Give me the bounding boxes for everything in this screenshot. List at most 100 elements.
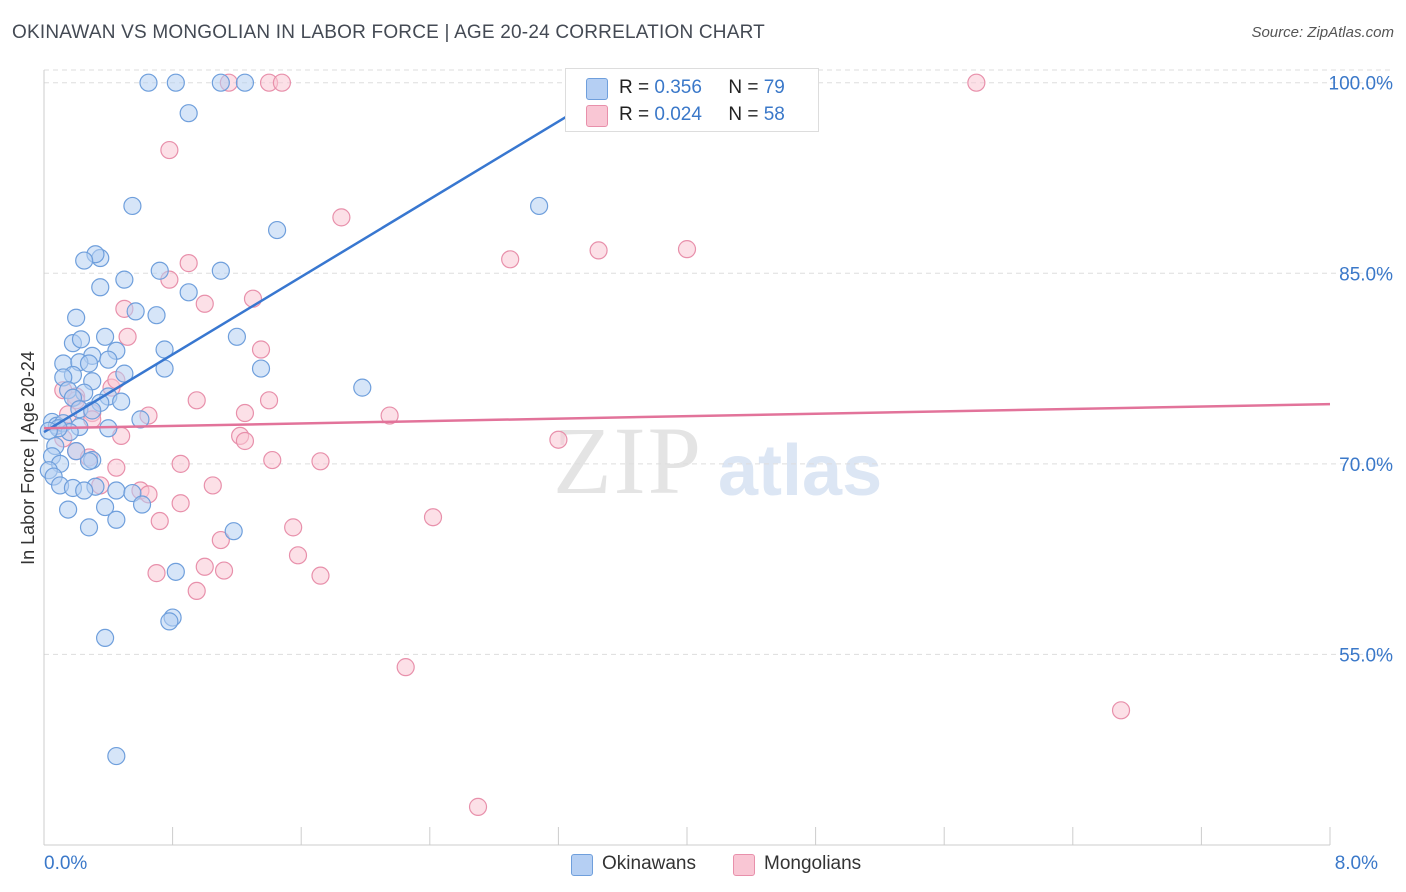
mongolians-point: [150, 511, 169, 531]
legend-n-label: N =: [728, 77, 759, 98]
okinawans-point: [115, 270, 134, 289]
okinawans-point: [227, 327, 246, 346]
okinawans-point: [99, 350, 118, 369]
grid-layer: [44, 69, 1390, 655]
mongolians-point: [468, 797, 488, 816]
mongolians-point: [187, 581, 206, 601]
okinawans-swatch: [571, 854, 593, 876]
okinawans-point: [71, 330, 91, 349]
okinawans-point: [79, 452, 99, 471]
mongolians-point: [677, 240, 697, 259]
mongolians-point: [203, 476, 222, 495]
mongolians-point: [147, 564, 166, 583]
okinawans-point: [112, 392, 131, 411]
okinawans-point: [147, 306, 166, 325]
legend-n-value-okinawans: 79: [763, 77, 785, 98]
label-layer: 55.0% 70.0% 85.0% 100.0% 0.0% 8.0% In Labor Fo…: [18, 74, 1393, 874]
mongolians-point: [195, 557, 214, 576]
mongolians-point: [251, 340, 271, 359]
okinawans-point: [150, 261, 169, 280]
legend-r-label: R =: [619, 77, 650, 98]
mongolians-point: [259, 391, 279, 410]
okinawans-point: [267, 220, 287, 240]
mongolians-point: [311, 452, 330, 471]
mongolians-point: [288, 546, 308, 565]
okinawans-point: [139, 73, 158, 92]
okinawans-point: [211, 261, 230, 280]
okinawans-point: [160, 612, 179, 631]
bottom-legend-mongolians-label: Mongolians: [764, 853, 862, 874]
watermark-atlas: atlas: [718, 431, 883, 511]
mongolians-point: [235, 431, 255, 451]
mongolians-swatch: [586, 105, 608, 127]
mongolians-point: [118, 327, 137, 346]
okinawans-point: [132, 495, 152, 514]
okinawans-point: [67, 442, 86, 461]
x-tick-label: 0.0%: [44, 853, 87, 874]
mongolians-point: [967, 73, 986, 92]
mongolians-point: [272, 73, 292, 92]
mongolians-point: [332, 208, 351, 227]
mongolians-point: [311, 566, 330, 585]
okinawans-point: [59, 500, 78, 519]
okinawans-point: [79, 354, 99, 373]
mongolians-point: [235, 403, 255, 423]
okinawans-point: [179, 104, 198, 123]
okinawans-point: [166, 73, 185, 92]
okinawans-point: [107, 746, 126, 766]
stats-legend: R = 0.356 N = 79 R = 0.024 N = 58: [565, 68, 819, 132]
points-layer: [39, 73, 1131, 816]
mongolians-point: [380, 406, 399, 425]
okinawans-point: [224, 522, 243, 541]
okinawans-point: [107, 481, 126, 500]
mongolians-point: [501, 250, 520, 269]
legend-r-label: R =: [619, 104, 650, 125]
okinawans-point: [67, 308, 86, 327]
y-tick-label: 100.0%: [1329, 74, 1394, 95]
okinawans-point: [123, 196, 142, 216]
okinawans-point: [91, 278, 110, 297]
okinawans-swatch: [586, 78, 608, 100]
watermark-zip: ZIP: [553, 407, 703, 514]
mongolians-point: [214, 561, 234, 580]
legend-r-value-okinawans: 0.356: [654, 77, 702, 98]
okinawans-point: [251, 359, 271, 378]
x-tick-label: 8.0%: [1335, 853, 1378, 874]
legend-n-label: N =: [728, 104, 759, 125]
mongolians-point: [396, 658, 415, 677]
mongolians-point: [284, 518, 303, 537]
okinawans-point: [235, 73, 255, 92]
axis-layer: [43, 70, 1331, 846]
source-label: Source: ZipAtlas.com: [1251, 24, 1394, 41]
okinawans-point: [166, 562, 185, 581]
okinawans-point: [179, 283, 198, 302]
y-axis-title: In Labor Force | Age 20-24: [18, 351, 38, 565]
okinawans-trend-line: [43, 81, 624, 434]
okinawans-point: [107, 510, 126, 529]
okinawans-point: [75, 481, 94, 500]
mongolians-point: [171, 454, 190, 473]
legend-n-value-mongolians: 58: [763, 104, 785, 125]
okinawans-point: [75, 251, 94, 270]
mongolians-point: [179, 254, 198, 273]
mongolians-point: [423, 508, 443, 527]
y-tick-label: 85.0%: [1339, 264, 1393, 285]
mongolians-point: [160, 140, 179, 160]
okinawans-point: [79, 518, 99, 537]
mongolians-point: [211, 530, 230, 550]
mongolians-point: [589, 241, 608, 260]
y-tick-label: 55.0%: [1339, 645, 1393, 666]
okinawans-point: [211, 73, 230, 92]
okinawans-point: [95, 327, 115, 346]
mongolians-point: [1111, 701, 1131, 720]
mongolians-point: [187, 391, 206, 410]
trend-layer: [43, 81, 1331, 434]
okinawans-point: [126, 302, 145, 321]
okinawans-point: [95, 497, 115, 517]
mongolians-point: [195, 294, 214, 313]
mongolians-point: [107, 458, 126, 477]
legend-r-value-mongolians: 0.024: [654, 104, 702, 125]
okinawans-point: [83, 401, 102, 420]
okinawans-point: [530, 196, 549, 216]
